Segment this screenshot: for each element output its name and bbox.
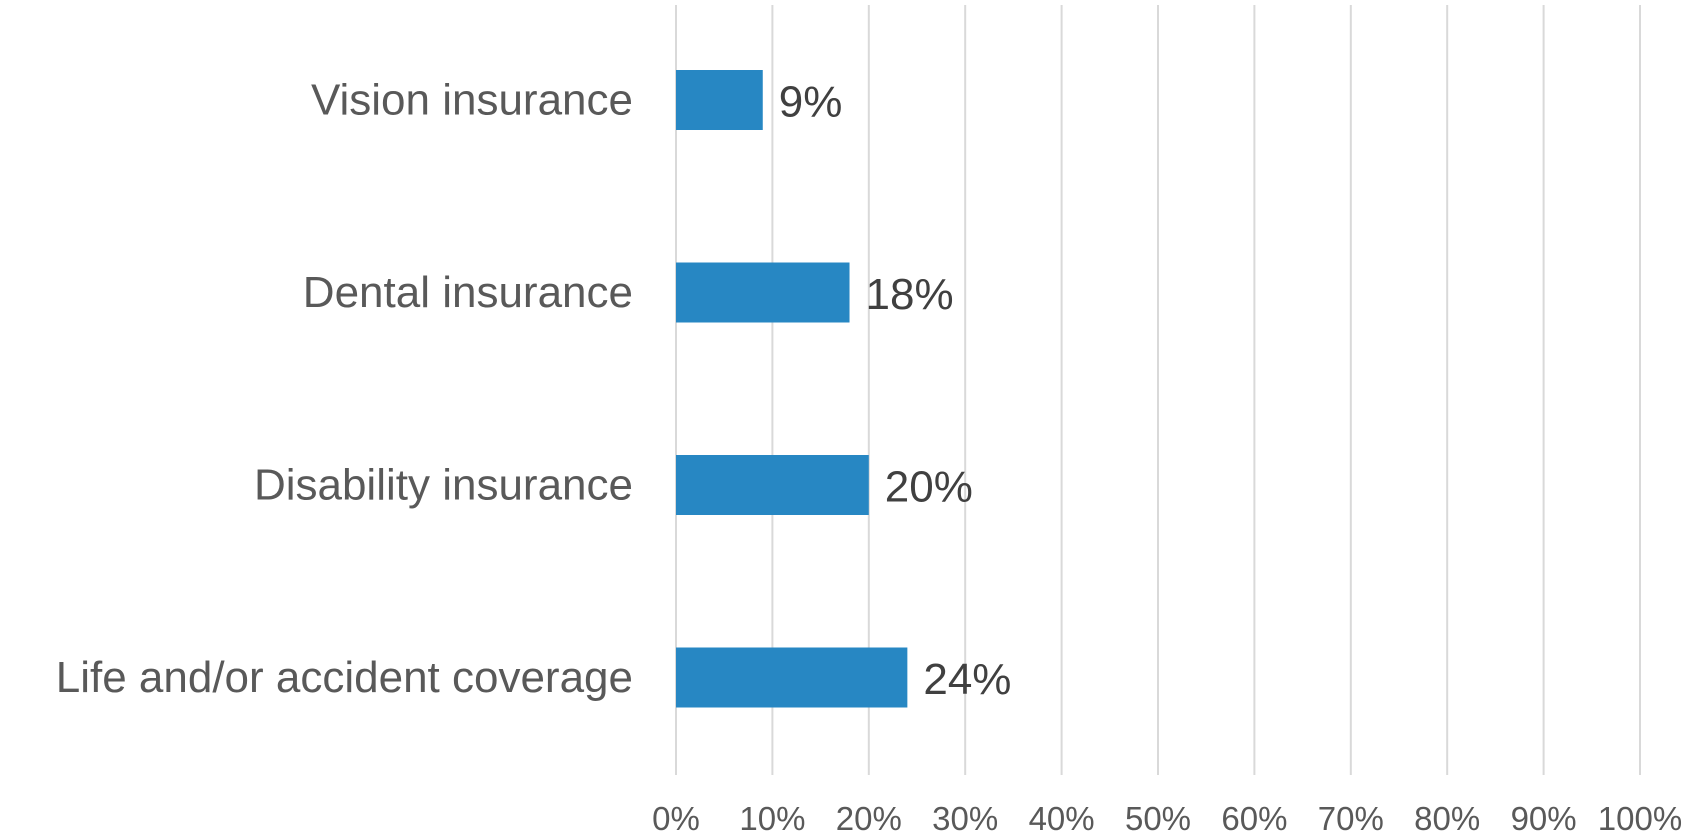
value-labels: 9% 18% 20% 24% [779, 78, 1012, 705]
category-label: Life and/or accident coverage [56, 653, 633, 702]
value-label: 9% [779, 78, 843, 127]
x-tick-label: 30% [932, 800, 998, 837]
x-tick-label: 100% [1598, 800, 1682, 837]
x-tick-label: 0% [652, 800, 700, 837]
bar-1 [676, 70, 763, 130]
x-tick-label: 40% [1029, 800, 1095, 837]
x-tick-label: 90% [1511, 800, 1577, 837]
value-label: 20% [885, 463, 973, 512]
bar-2 [676, 262, 850, 323]
bar-3 [676, 455, 869, 515]
x-tick-label: 50% [1125, 800, 1191, 837]
category-label: Disability insurance [254, 461, 633, 510]
category-labels: Vision insurance Dental insurance Disabili… [56, 76, 633, 703]
bar-4 [676, 647, 908, 708]
x-tick-label: 10% [739, 800, 805, 837]
x-tick-label: 80% [1414, 800, 1480, 837]
gridlines [675, 5, 1641, 775]
bars [676, 70, 908, 708]
x-tick-label: 60% [1221, 800, 1287, 837]
x-axis-tick-labels: 0% 10% 20% 30% 40% 50% 60% 70% 80% 90% 100% [652, 800, 1682, 837]
value-label: 18% [866, 270, 954, 319]
x-tick-label: 20% [836, 800, 902, 837]
value-label: 24% [923, 655, 1011, 704]
category-label: Dental insurance [303, 268, 633, 317]
category-label: Vision insurance [311, 76, 633, 125]
x-tick-label: 70% [1318, 800, 1384, 837]
